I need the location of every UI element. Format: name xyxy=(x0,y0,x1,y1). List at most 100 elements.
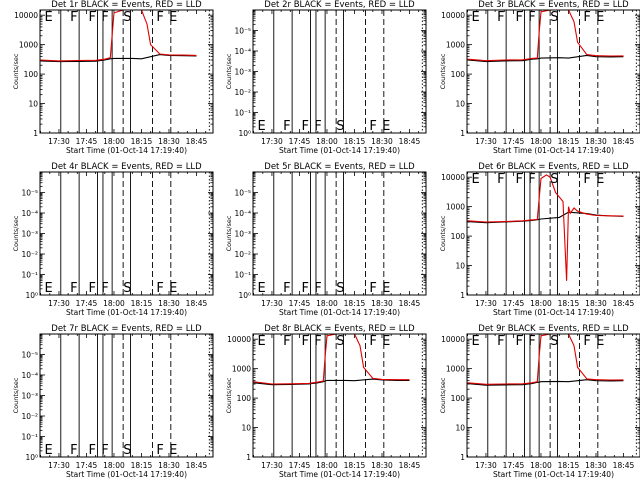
y-axis-label: Counts/sec xyxy=(225,53,233,89)
y-tick-label: 10⁻¹ xyxy=(21,433,38,442)
panel-title: Det 6r BLACK = Events, RED = LLD xyxy=(478,162,629,172)
plot-frame xyxy=(466,333,640,458)
y-tick-label: 1 xyxy=(460,129,465,138)
y-tick-label: 10⁻² xyxy=(234,250,251,259)
y-tick-label: 1 xyxy=(33,129,38,138)
series-group xyxy=(253,334,410,386)
plot-frame xyxy=(39,333,214,458)
x-tick-label: 18:00 xyxy=(103,137,125,146)
flag-letter: F xyxy=(301,281,308,296)
x-tick-label: 18:15 xyxy=(344,137,366,146)
y-tick-label: 10000 xyxy=(14,11,38,20)
flag-letter: F xyxy=(283,334,290,349)
flag-letter: F xyxy=(301,334,308,349)
flag-letter: E xyxy=(169,10,177,25)
y-tick-label: 10⁻⁴ xyxy=(234,209,251,218)
x-tick-label: 18:00 xyxy=(103,461,125,470)
x-tick-label: 17:30 xyxy=(475,137,497,146)
x-tick-label: 18:15 xyxy=(558,461,580,470)
panel-title: Det 5r BLACK = Events, RED = LLD xyxy=(264,162,415,172)
flag-letter: F xyxy=(283,119,290,134)
flag-letter: S xyxy=(550,10,558,25)
lld-series xyxy=(253,334,410,385)
y-tick-label: 10000 xyxy=(441,173,465,182)
y-tick-label: 1 xyxy=(460,291,465,300)
detector-panel-2: Det 2r BLACK = Events, RED = LLD 10⁰ 10⁻¹ 1… xyxy=(225,0,427,155)
events-series xyxy=(467,54,624,63)
flag-letter: E xyxy=(471,172,479,187)
y-tick-label: 10 xyxy=(28,100,38,109)
y-tick-label: 10⁻² xyxy=(21,412,38,421)
events-series xyxy=(253,378,410,386)
x-tick-label: 17:45 xyxy=(289,137,311,146)
panel-title: Det 2r BLACK = Events, RED = LLD xyxy=(264,0,415,10)
detector-panel-4: Det 4r BLACK = Events, RED = LLD 10⁰ 10⁻¹ 1… xyxy=(12,162,214,317)
y-tick-label: 10⁻³ xyxy=(21,230,38,239)
y-axis-label: Counts/sec xyxy=(12,377,20,413)
x-tick-label: 17:45 xyxy=(503,299,525,308)
x-tick-label: 18:45 xyxy=(613,137,635,146)
x-tick-label: 18:00 xyxy=(530,299,552,308)
flag-letter: F xyxy=(88,281,95,296)
y-tick-label: 10⁻⁵ xyxy=(234,27,251,36)
x-tick-label: 18:45 xyxy=(399,461,421,470)
x-axis-label: Start Time (01-Oct-14 17:19:40) xyxy=(66,470,187,479)
x-tick-label: 18:30 xyxy=(158,299,180,308)
y-tick-label: 1 xyxy=(460,453,465,462)
y-tick-label: 1000 xyxy=(19,41,38,50)
x-tick-label: 17:45 xyxy=(503,461,525,470)
y-tick-label: 10⁰ xyxy=(238,291,251,300)
flag-letter: F xyxy=(301,119,308,134)
flag-letter: E xyxy=(596,334,604,349)
panel-title: Det 9r BLACK = Events, RED = LLD xyxy=(478,324,629,334)
flag-letter: F xyxy=(101,10,108,25)
x-tick-label: 18:30 xyxy=(371,461,393,470)
flag-letter: F xyxy=(369,334,376,349)
detector-panel-6: Det 6r BLACK = Events, RED = LLD 1 10 100 10… xyxy=(439,162,640,317)
y-tick-label: 100 xyxy=(24,70,39,79)
flag-letter: E xyxy=(44,10,52,25)
x-tick-label: 17:45 xyxy=(289,299,311,308)
y-tick-label: 10 xyxy=(455,100,465,109)
flag-letter: F xyxy=(156,281,163,296)
y-tick-label: 10⁻⁵ xyxy=(21,351,38,360)
panel-title: Det 4r BLACK = Events, RED = LLD xyxy=(51,162,202,172)
lld-series xyxy=(467,174,624,281)
flag-letter: S xyxy=(123,10,131,25)
y-tick-label: 10⁻³ xyxy=(234,230,251,239)
x-tick-label: 18:00 xyxy=(316,299,338,308)
x-tick-label: 17:45 xyxy=(503,137,525,146)
y-tick-label: 10 xyxy=(455,424,465,433)
y-tick-label: 10⁻³ xyxy=(234,68,251,77)
flag-letter: S xyxy=(550,334,558,349)
x-tick-label: 17:30 xyxy=(475,299,497,308)
panel-title: Det 3r BLACK = Events, RED = LLD xyxy=(478,0,629,10)
y-axis-label: Counts/sec xyxy=(439,53,447,89)
y-tick-label: 100 xyxy=(451,70,466,79)
x-tick-label: 18:45 xyxy=(613,299,635,308)
x-tick-label: 18:15 xyxy=(131,137,153,146)
y-tick-label: 10 xyxy=(241,424,251,433)
flag-letter: F xyxy=(497,334,504,349)
flag-letter: F xyxy=(528,10,535,25)
x-tick-label: 18:15 xyxy=(558,299,580,308)
x-tick-label: 18:00 xyxy=(530,461,552,470)
flag-letter: F xyxy=(101,281,108,296)
flag-letter: S xyxy=(123,281,131,296)
y-tick-label: 1000 xyxy=(446,365,465,374)
x-tick-label: 17:45 xyxy=(76,137,98,146)
y-tick-label: 10⁻⁵ xyxy=(234,189,251,198)
flag-letter: F xyxy=(369,281,376,296)
flag-letter: S xyxy=(336,119,344,134)
x-axis-label: Start Time (01-Oct-14 17:19:40) xyxy=(493,470,614,479)
flag-letter: F xyxy=(515,172,522,187)
lld-series xyxy=(40,10,197,62)
x-tick-label: 18:15 xyxy=(344,299,366,308)
detector-panel-8: Det 8r BLACK = Events, RED = LLD 1 10 100 10… xyxy=(225,324,427,479)
flag-letter: E xyxy=(169,443,177,458)
x-axis-label: Start Time (01-Oct-14 17:19:40) xyxy=(493,146,614,155)
x-tick-label: 17:30 xyxy=(261,137,283,146)
x-tick-label: 18:30 xyxy=(585,299,607,308)
detector-panel-5: Det 5r BLACK = Events, RED = LLD 10⁰ 10⁻¹ 1… xyxy=(225,162,427,317)
flag-letter: S xyxy=(550,172,558,187)
